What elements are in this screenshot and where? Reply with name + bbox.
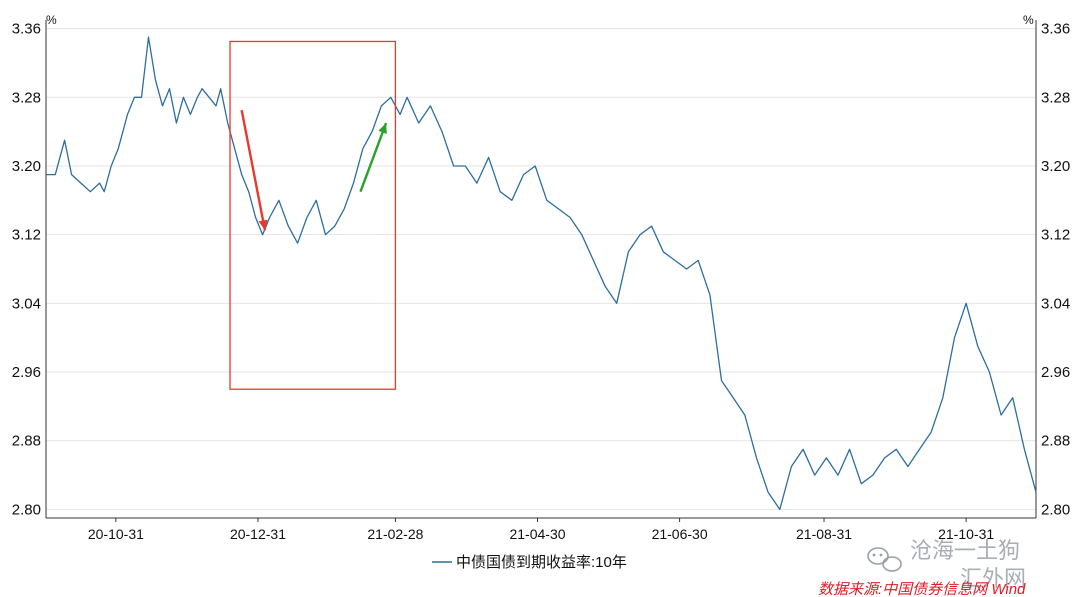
highlight-box [229, 40, 397, 390]
y-tick-label-left: 3.36 [12, 21, 41, 38]
x-tick-label: 21-04-30 [509, 526, 565, 542]
up-arrow-shaft [359, 122, 388, 193]
y-tick-label-right: 3.28 [1041, 89, 1070, 106]
y-tick-label-right: 3.04 [1041, 295, 1070, 312]
annotations [229, 40, 397, 390]
y-tick-label-left: 2.80 [12, 501, 41, 518]
legend: 中债国债到期收益率:10年 [432, 554, 627, 571]
x-tick-label: 21-02-28 [367, 526, 423, 542]
up-arrow-head [378, 123, 387, 134]
x-tick-label: 21-06-30 [652, 526, 708, 542]
x-tick-label: 20-10-31 [88, 526, 144, 542]
x-tick-label: 21-08-31 [796, 526, 852, 542]
series-line [46, 36, 1037, 511]
y-tick-label-right: 3.36 [1041, 21, 1070, 38]
x-tick-labels: 20-10-31 20-12-31 21-02-28 21-04-30 21-06-30… [88, 526, 994, 542]
series-layer [46, 36, 1037, 511]
grid-lines [46, 28, 1036, 510]
y-tick-label-left: 2.96 [12, 364, 41, 381]
watermark: 沧海一土狗 汇外网 [867, 538, 1026, 591]
y-tick-label-left: 3.12 [12, 227, 41, 244]
y-tick-label-right: 3.20 [1041, 158, 1070, 175]
unit-label-right: % [1023, 13, 1034, 27]
y-tick-label-left: 3.20 [12, 158, 41, 175]
y-tick-label-right: 2.88 [1041, 433, 1070, 450]
x-tick-label: 21-10-31 [938, 526, 994, 542]
y-tick-label-left: 3.28 [12, 89, 41, 106]
y-tick-label-right: 3.12 [1041, 227, 1070, 244]
unit-label-left: % [46, 13, 57, 27]
source-text: 数据来源:中国债券信息网 Wind [818, 581, 1026, 597]
down-arrow-shaft [240, 109, 267, 231]
legend-label: 中债国债到期收益率:10年 [456, 554, 627, 571]
axes [45, 20, 1037, 522]
x-tick-label: 20-12-31 [230, 526, 286, 542]
watermark-account-name: 沧海一土狗 [910, 538, 1020, 563]
down-arrow-head [258, 219, 268, 231]
y-tick-label-left: 3.04 [12, 295, 41, 312]
watermark-site-name: 汇外网 [960, 566, 1026, 591]
y-tick-label-right: 2.80 [1041, 501, 1070, 518]
wechat-icon [867, 547, 902, 572]
y-tick-label-left: 2.88 [12, 433, 41, 450]
y-tick-label-right: 2.96 [1041, 364, 1070, 381]
y-tick-labels: 3.36 3.36 3.28 3.28 3.20 3.20 3.12 3.12 3.04 3.04… [12, 21, 1070, 519]
